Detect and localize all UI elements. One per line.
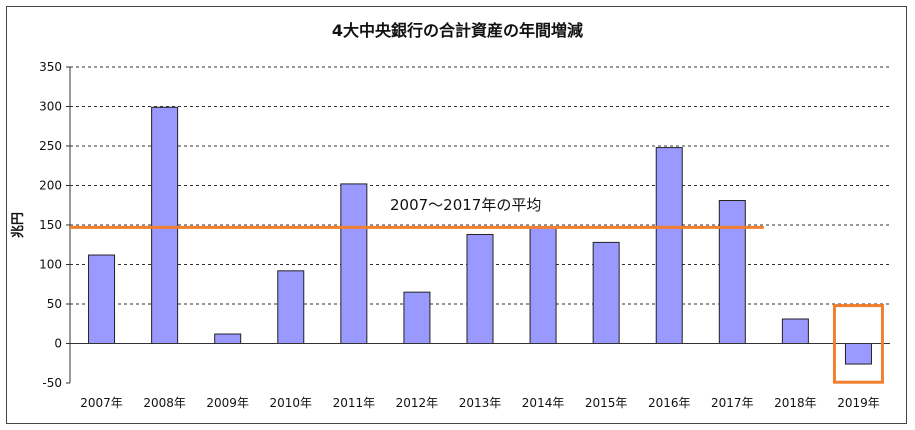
x-tick-label: 2014年 bbox=[522, 396, 565, 410]
x-tick-label: 2015年 bbox=[585, 396, 628, 410]
highlight-box bbox=[832, 304, 884, 384]
bar bbox=[655, 147, 683, 344]
chart-title: 4大中央銀行の合計資産の年間増減 bbox=[331, 21, 584, 40]
x-tick-label: 2013年 bbox=[459, 396, 502, 410]
bar bbox=[718, 200, 746, 344]
x-tick-label: 2019年 bbox=[837, 396, 880, 410]
x-tick-label: 2012年 bbox=[396, 396, 439, 410]
bar bbox=[151, 106, 179, 345]
y-tick-label: -50 bbox=[42, 376, 62, 390]
bar bbox=[214, 333, 242, 344]
bar bbox=[88, 254, 116, 345]
x-tick-label: 2008年 bbox=[143, 396, 186, 410]
bar bbox=[781, 318, 809, 345]
x-tick-label: 2016年 bbox=[648, 396, 691, 410]
bar-series bbox=[88, 106, 872, 365]
x-tick-labels: 2007年 2008年 2009年 2010年 2011年 2012年 2013年 2014年… bbox=[80, 396, 879, 410]
axes bbox=[66, 66, 890, 384]
y-axis-label: 兆円 bbox=[10, 212, 26, 238]
bar bbox=[403, 291, 431, 344]
bar bbox=[529, 226, 557, 344]
y-tick-labels: 350 300 250 200 150 100 50 0 -50 bbox=[39, 60, 62, 390]
bar bbox=[844, 343, 872, 365]
x-tick-label: 2011年 bbox=[333, 396, 376, 410]
y-tick-label: 200 bbox=[39, 179, 62, 193]
bar bbox=[466, 233, 494, 344]
y-tick-label: 150 bbox=[39, 218, 62, 232]
bar bbox=[277, 270, 305, 345]
x-tick-label: 2017年 bbox=[711, 396, 754, 410]
average-line-label: 2007～2017年の平均 bbox=[390, 196, 541, 214]
x-tick-label: 2018年 bbox=[774, 396, 817, 410]
y-tick-label: 0 bbox=[54, 337, 62, 351]
y-tick-label: 350 bbox=[39, 60, 62, 74]
x-tick-label: 2007年 bbox=[80, 396, 123, 410]
y-tick-label: 50 bbox=[47, 297, 62, 311]
x-tick-label: 2010年 bbox=[269, 396, 312, 410]
bar bbox=[340, 183, 368, 344]
bar bbox=[592, 241, 620, 345]
y-tick-label: 250 bbox=[39, 139, 62, 153]
chart-frame bbox=[6, 6, 907, 424]
y-tick-label: 300 bbox=[39, 100, 62, 114]
annotations bbox=[70, 225, 884, 384]
x-tick-label: 2009年 bbox=[206, 396, 249, 410]
y-tick-label: 100 bbox=[39, 258, 62, 272]
